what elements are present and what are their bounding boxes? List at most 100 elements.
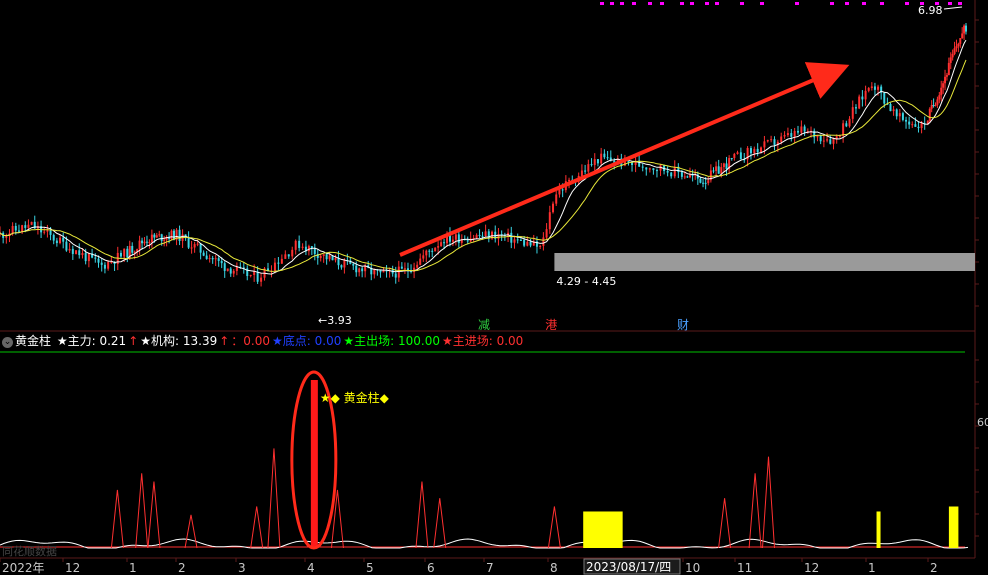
candle-body[interactable] — [694, 174, 697, 176]
candle-body[interactable] — [136, 249, 139, 252]
candle-body[interactable] — [148, 241, 151, 243]
candle-body[interactable] — [955, 46, 958, 49]
candle-body[interactable] — [545, 229, 548, 238]
candle-body[interactable] — [631, 162, 634, 166]
candle-body[interactable] — [552, 203, 555, 213]
candle-body[interactable] — [648, 168, 651, 170]
candle-body[interactable] — [370, 267, 373, 275]
candle-body[interactable] — [337, 257, 340, 266]
candle-body[interactable] — [484, 231, 487, 237]
candle-body[interactable] — [478, 234, 481, 236]
candle-body[interactable] — [880, 86, 883, 93]
candle-body[interactable] — [826, 139, 829, 141]
candle-body[interactable] — [845, 123, 848, 127]
indicator-name[interactable]: 黄金柱 — [15, 334, 52, 348]
candle-body[interactable] — [638, 160, 641, 167]
candle-body[interactable] — [239, 266, 242, 268]
candle-body[interactable] — [699, 178, 702, 183]
candle-body[interactable] — [951, 53, 954, 58]
candle-body[interactable] — [728, 158, 731, 170]
candle-body[interactable] — [813, 130, 816, 138]
candle-body[interactable] — [746, 148, 749, 160]
candle-body[interactable] — [160, 234, 163, 241]
candle-body[interactable] — [797, 130, 800, 133]
candle-body[interactable] — [379, 270, 382, 273]
candle-body[interactable] — [138, 240, 141, 250]
candle-body[interactable] — [472, 238, 475, 240]
candle-body[interactable] — [920, 123, 923, 129]
event-marker[interactable]: 财 — [677, 318, 689, 332]
candle-body[interactable] — [340, 265, 343, 268]
candle-body[interactable] — [760, 147, 763, 153]
candle-body[interactable] — [107, 261, 110, 269]
candle-body[interactable] — [425, 250, 428, 256]
candle-body[interactable] — [500, 234, 503, 236]
candle-body[interactable] — [150, 234, 153, 242]
candle-body[interactable] — [842, 123, 845, 136]
candle-body[interactable] — [416, 264, 419, 268]
candle-body[interactable] — [928, 108, 931, 121]
candle-body[interactable] — [55, 240, 58, 244]
candle-body[interactable] — [938, 95, 941, 100]
candle-body[interactable] — [786, 133, 789, 136]
candle-body[interactable] — [535, 241, 538, 247]
candle-body[interactable] — [33, 221, 36, 229]
candle-body[interactable] — [689, 174, 692, 178]
candle-body[interactable] — [451, 239, 454, 242]
candle-body[interactable] — [961, 33, 964, 39]
candle-body[interactable] — [780, 136, 783, 142]
candle-body[interactable] — [730, 158, 733, 160]
candle-body[interactable] — [736, 152, 739, 154]
candle-body[interactable] — [242, 267, 245, 269]
candle-body[interactable] — [205, 255, 208, 259]
candle-body[interactable] — [287, 254, 290, 257]
candle-body[interactable] — [686, 176, 689, 178]
candle-body[interactable] — [385, 270, 388, 272]
candle-body[interactable] — [587, 164, 590, 172]
candle-body[interactable] — [128, 245, 131, 258]
candle-body[interactable] — [313, 248, 316, 254]
candle-body[interactable] — [71, 248, 74, 254]
candle-body[interactable] — [349, 260, 352, 264]
candle-body[interactable] — [947, 62, 950, 76]
candle-body[interactable] — [652, 168, 655, 171]
candle-body[interactable] — [806, 131, 809, 133]
candle-body[interactable] — [400, 266, 403, 269]
candle-body[interactable] — [131, 245, 134, 253]
candle-body[interactable] — [725, 163, 728, 170]
candle-body[interactable] — [790, 133, 793, 137]
candle-body[interactable] — [170, 230, 173, 240]
candle-body[interactable] — [331, 255, 334, 261]
candle-body[interactable] — [443, 242, 446, 244]
candle-body[interactable] — [673, 166, 676, 177]
candle-body[interactable] — [334, 257, 337, 261]
candle-body[interactable] — [901, 113, 904, 120]
candle-body[interactable] — [930, 105, 933, 109]
candle-body[interactable] — [294, 240, 297, 250]
candle-body[interactable] — [666, 171, 669, 173]
candle-body[interactable] — [854, 107, 857, 109]
candlesticks[interactable] — [0, 22, 967, 287]
candle-body[interactable] — [59, 237, 62, 244]
candle-body[interactable] — [21, 225, 24, 232]
candle-body[interactable] — [256, 271, 259, 282]
candle-body[interactable] — [413, 267, 416, 272]
candle-body[interactable] — [491, 231, 494, 239]
candle-body[interactable] — [848, 118, 851, 127]
candle-body[interactable] — [822, 140, 825, 142]
candle-body[interactable] — [155, 235, 158, 238]
candle-body[interactable] — [91, 253, 94, 258]
candle-body[interactable] — [532, 241, 535, 246]
candle-body[interactable] — [110, 261, 113, 263]
candle-body[interactable] — [944, 76, 947, 84]
candle-body[interactable] — [229, 268, 232, 274]
candle-body[interactable] — [892, 109, 895, 112]
candle-body[interactable] — [382, 270, 385, 273]
candle-body[interactable] — [226, 268, 229, 271]
candle-body[interactable] — [123, 248, 126, 257]
candle-body[interactable] — [460, 239, 463, 243]
candle-body[interactable] — [949, 57, 952, 63]
candle-body[interactable] — [49, 230, 52, 235]
candle-body[interactable] — [691, 174, 694, 176]
candle-body[interactable] — [613, 160, 616, 163]
